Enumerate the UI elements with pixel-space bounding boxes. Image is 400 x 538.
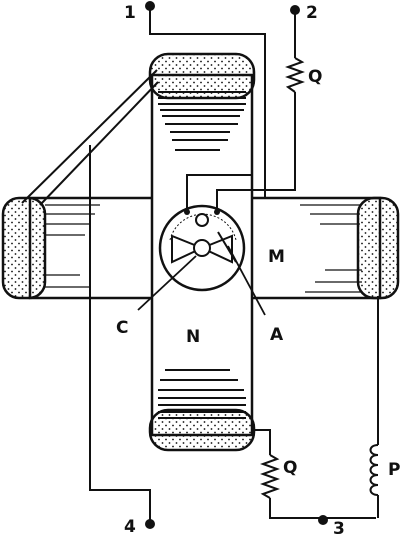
region-n-label: N: [186, 327, 200, 347]
terminal-4-label: 4: [124, 517, 136, 537]
top-pole-face: [148, 52, 256, 100]
coil-p: [369, 444, 379, 496]
terminal-1-post: [145, 1, 155, 11]
pointer-a-label: A: [270, 325, 284, 345]
terminal-1-label: 1: [124, 3, 136, 23]
resistor-top-label: Q: [308, 67, 322, 87]
pointer-c-label: C: [116, 318, 128, 338]
terminal-4-post: [145, 519, 155, 529]
resistor-bottom: [260, 454, 280, 499]
terminal-2-label: 2: [306, 3, 318, 23]
bottom-pole-face: [148, 408, 256, 452]
terminal-3-label: 3: [333, 519, 345, 538]
terminal-3-post: [318, 515, 328, 525]
pointer-a-line: [227, 245, 266, 316]
resistor-top: [285, 57, 305, 93]
coil-p-label: P: [388, 460, 400, 480]
dial-vane: [171, 234, 233, 264]
region-m-label: M: [268, 247, 285, 267]
resistor-bottom-label: Q: [283, 458, 297, 478]
terminal-2-post: [290, 5, 300, 15]
pointer-c-line: [137, 255, 197, 311]
wiring: [21, 5, 379, 522]
right-pole-face: [356, 196, 400, 300]
left-pole-face: [1, 196, 47, 300]
